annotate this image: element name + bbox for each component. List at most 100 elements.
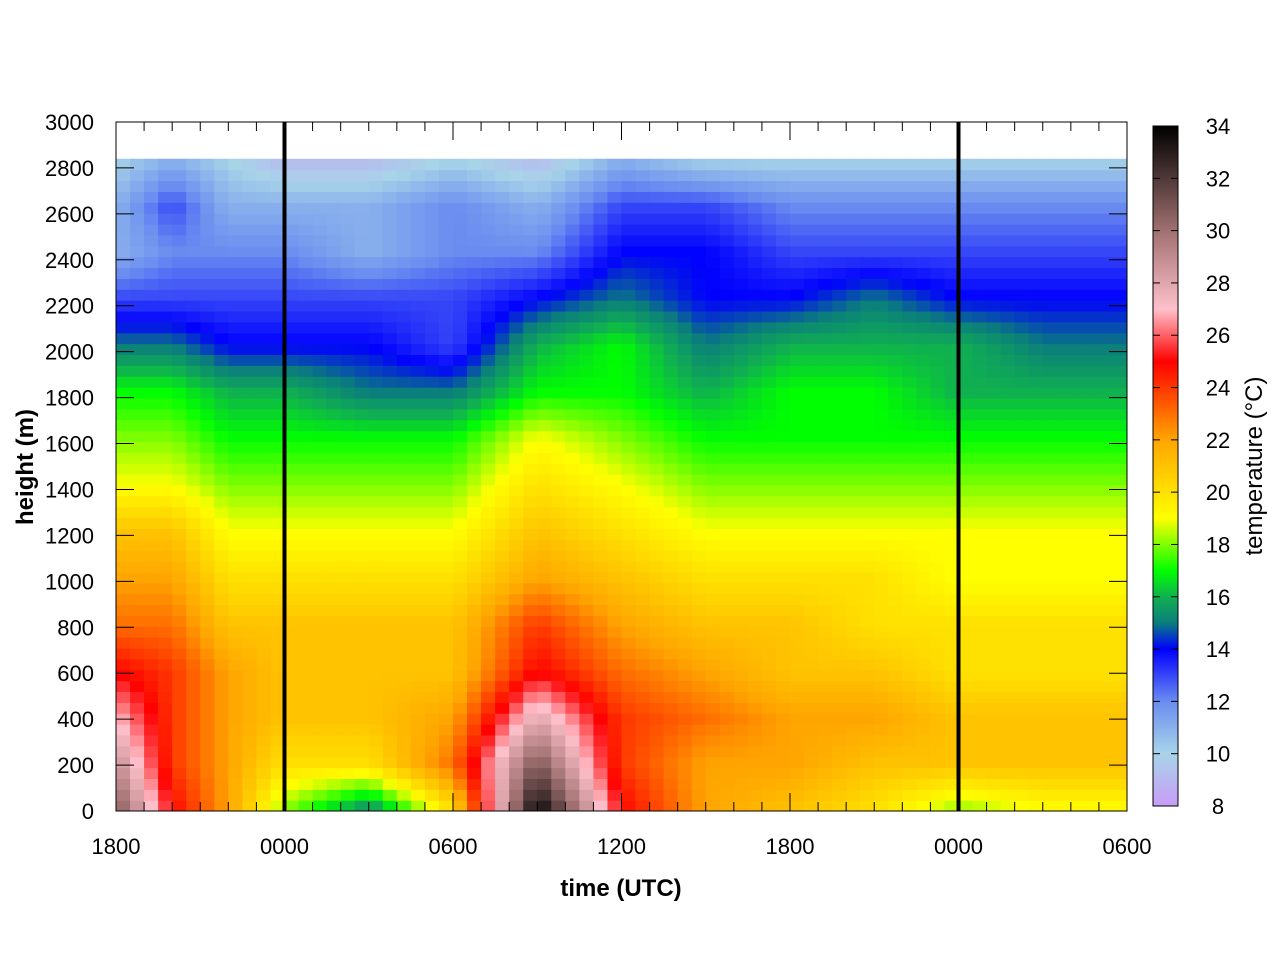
heatmap-cell (284, 626, 300, 638)
heatmap-cell (312, 365, 328, 377)
heatmap-cell (663, 300, 679, 312)
heatmap-cell (495, 571, 510, 584)
heatmap-cell (860, 539, 875, 551)
heatmap-cell (761, 300, 777, 312)
heatmap-cell (256, 180, 272, 192)
heatmap-cell (1084, 419, 1100, 432)
heatmap-cell (270, 495, 286, 508)
heatmap-cell (930, 463, 946, 475)
heatmap-cell (312, 397, 328, 410)
heatmap-cell (186, 669, 201, 682)
heatmap-cell (677, 202, 693, 214)
heatmap-cell (453, 724, 468, 736)
heatmap-cell (438, 180, 454, 192)
heatmap-cell (747, 365, 763, 377)
heatmap-cell (888, 213, 903, 225)
heatmap-cell (424, 626, 440, 638)
heatmap-cell (747, 441, 763, 453)
heatmap-cell (747, 800, 763, 811)
heatmap-cell (130, 376, 145, 388)
heatmap-cell (775, 745, 791, 758)
heatmap-cell (438, 550, 454, 562)
heatmap-cell (256, 702, 272, 714)
x-tick-label: 1800 (766, 834, 815, 859)
heatmap-cell (902, 191, 917, 203)
heatmap-cell (1084, 550, 1100, 562)
heatmap-cell (368, 680, 384, 693)
heatmap-cell (860, 256, 875, 269)
heatmap-cell (228, 615, 243, 627)
heatmap-cell (593, 321, 609, 334)
heatmap-cell (158, 713, 173, 725)
heatmap-cell (214, 745, 229, 758)
heatmap-cell (270, 756, 286, 769)
heatmap-cell (621, 582, 637, 595)
heatmap-cell (354, 528, 370, 540)
heatmap-cell (790, 245, 805, 258)
heatmap-cell (1084, 713, 1100, 725)
heatmap-cell (481, 397, 496, 410)
heatmap-cell (368, 223, 384, 236)
heatmap-cell (158, 637, 173, 649)
heatmap-cell (1070, 745, 1086, 758)
heatmap-cell (958, 647, 974, 660)
heatmap-cell (551, 571, 566, 584)
heatmap-cell (1000, 419, 1016, 432)
heatmap-cell (719, 560, 735, 573)
heatmap-cell (565, 745, 580, 758)
heatmap-cell (396, 637, 412, 649)
heatmap-cell (509, 495, 524, 508)
heatmap-cell (1056, 245, 1072, 258)
heatmap-cell (986, 387, 1002, 399)
heatmap-cell (607, 234, 623, 247)
heatmap-cell (537, 495, 552, 508)
heatmap-cell (509, 310, 524, 323)
heatmap-cell (1014, 528, 1030, 540)
colorbar-tick-label: 8 (1212, 794, 1224, 819)
heatmap-cell (1084, 800, 1100, 811)
heatmap-cell (691, 419, 707, 432)
heatmap-cell (986, 593, 1002, 606)
heatmap-cell (818, 647, 833, 660)
heatmap-cell (144, 180, 159, 192)
heatmap-cell (1112, 647, 1127, 660)
heatmap-cell (832, 234, 847, 247)
heatmap-cell (775, 680, 791, 693)
heatmap-cell (677, 495, 693, 508)
heatmap-cell (677, 289, 693, 301)
heatmap-cell (298, 702, 314, 714)
heatmap-cell (733, 789, 749, 801)
heatmap-cell (719, 680, 735, 693)
heatmap-cell (1098, 658, 1114, 671)
heatmap-cell (790, 441, 805, 453)
heatmap-cell (340, 419, 356, 432)
heatmap-cell (537, 223, 552, 236)
heatmap-cell (1014, 571, 1030, 584)
heatmap-cell (635, 234, 651, 247)
heatmap-cell (537, 800, 552, 811)
heatmap-cell (958, 539, 974, 551)
heatmap-cell (986, 647, 1002, 660)
heatmap-cell (340, 289, 356, 301)
heatmap-cell (1070, 234, 1086, 247)
heatmap-cell (972, 408, 988, 421)
heatmap-cell (172, 789, 187, 801)
heatmap-cell (663, 637, 679, 649)
heatmap-cell (916, 441, 932, 453)
heatmap-cell (818, 430, 833, 442)
heatmap-cell (481, 691, 496, 703)
heatmap-cell (438, 474, 454, 486)
heatmap-cell (410, 593, 426, 606)
heatmap-cell (874, 397, 889, 410)
heatmap-cell (284, 539, 300, 551)
heatmap-cell (172, 343, 187, 356)
heatmap-cell (860, 474, 875, 486)
heatmap-cell (256, 647, 272, 660)
heatmap-cell (1070, 419, 1086, 432)
heatmap-cell (242, 202, 258, 214)
heatmap-cell (565, 734, 580, 747)
heatmap-cell (804, 517, 819, 529)
heatmap-cell (200, 495, 215, 508)
heatmap-cell (719, 343, 735, 356)
heatmap-cell (804, 767, 819, 779)
